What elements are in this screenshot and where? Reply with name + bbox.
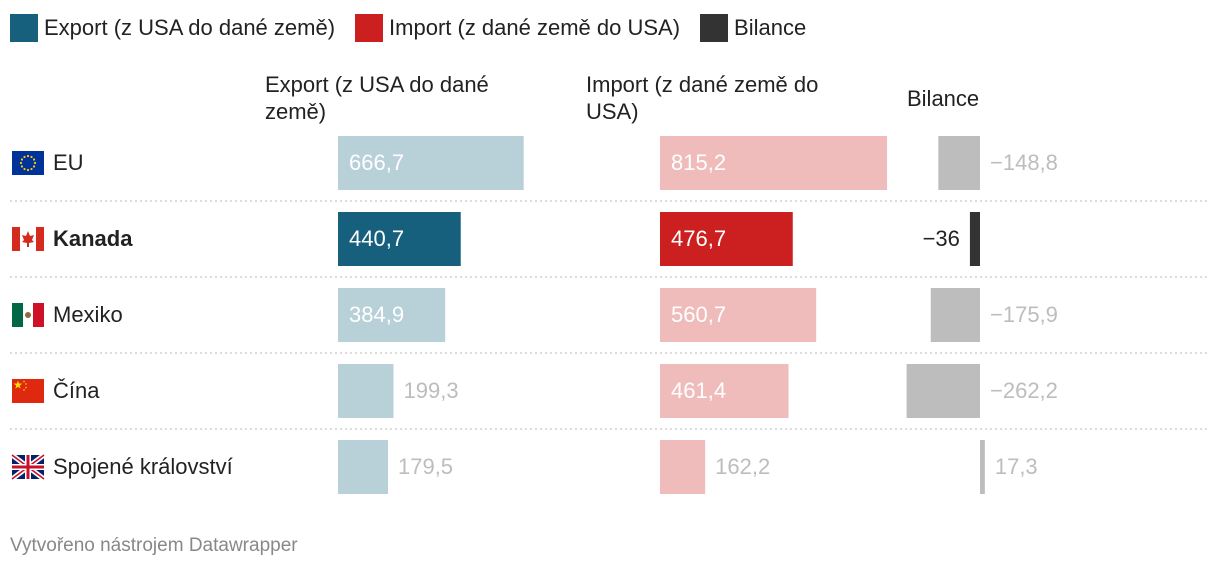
legend-item-balance: Bilance <box>700 14 806 42</box>
footer-credit: Vytvořeno nástrojem Datawrapper <box>10 535 298 556</box>
export-value-label: 666,7 <box>349 150 404 175</box>
column-header-balance: Bilance <box>907 86 980 111</box>
import-value-label: 461,4 <box>671 378 726 403</box>
legend-swatch-balance <box>700 14 729 42</box>
export-value-label: 179,5 <box>398 454 453 479</box>
balance-bar <box>906 364 980 418</box>
balance-value-label: −262,2 <box>990 378 1058 403</box>
china-flag-icon <box>12 379 44 403</box>
export-value-label: 440,7 <box>349 226 404 251</box>
legend-item-import: Import (z dané země do USA) <box>355 14 680 42</box>
balance-value-label: −175,9 <box>990 302 1058 327</box>
import-value-label: 162,2 <box>715 454 770 479</box>
eu-flag-icon <box>12 151 44 175</box>
import-bar <box>660 364 789 418</box>
column-header-import: Import (z dané země do USA) <box>586 72 819 124</box>
balance-bar <box>969 212 980 266</box>
row-label: Čína <box>53 378 100 403</box>
column-header-export: Export (z USA do dané země) <box>265 72 489 124</box>
import-bar <box>660 288 817 342</box>
legend-swatch-export <box>10 14 38 42</box>
import-bar <box>660 212 793 266</box>
legend-label-balance: Bilance <box>734 15 807 40</box>
export-bar <box>338 136 524 190</box>
balance-value-label: −148,8 <box>990 150 1058 175</box>
export-bar <box>338 440 388 494</box>
export-bar <box>338 212 461 266</box>
uk-flag-icon <box>10 453 46 481</box>
export-bar <box>338 364 394 418</box>
import-bar <box>660 440 706 494</box>
balance-bar <box>930 288 980 342</box>
balance-bar <box>938 136 980 190</box>
row-label: EU <box>53 150 84 175</box>
legend-item-export: Export (z USA do dané země) <box>10 14 335 42</box>
legend-label-export: Export (z USA do dané země) <box>44 15 336 40</box>
export-value-label: 384,9 <box>349 302 404 327</box>
canada-flag-icon <box>12 227 44 251</box>
mexico-flag-icon <box>12 303 44 327</box>
row-label: Mexiko <box>53 302 123 327</box>
import-value-label: 560,7 <box>671 302 726 327</box>
balance-bar <box>980 440 985 494</box>
export-value-label: 199,3 <box>404 378 459 403</box>
import-bar <box>660 136 888 190</box>
balance-value-label: 17,3 <box>995 454 1038 479</box>
import-value-label: 815,2 <box>671 150 726 175</box>
row-label: Kanada <box>53 226 133 251</box>
legend-swatch-import <box>355 14 384 42</box>
row-label: Spojené království <box>53 454 233 479</box>
balance-value-label: −36 <box>923 226 960 251</box>
import-value-label: 476,7 <box>671 226 726 251</box>
export-bar <box>338 288 446 342</box>
legend: Export (z USA do dané země) Import (z da… <box>10 14 826 42</box>
legend-label-import: Import (z dané země do USA) <box>389 15 681 40</box>
